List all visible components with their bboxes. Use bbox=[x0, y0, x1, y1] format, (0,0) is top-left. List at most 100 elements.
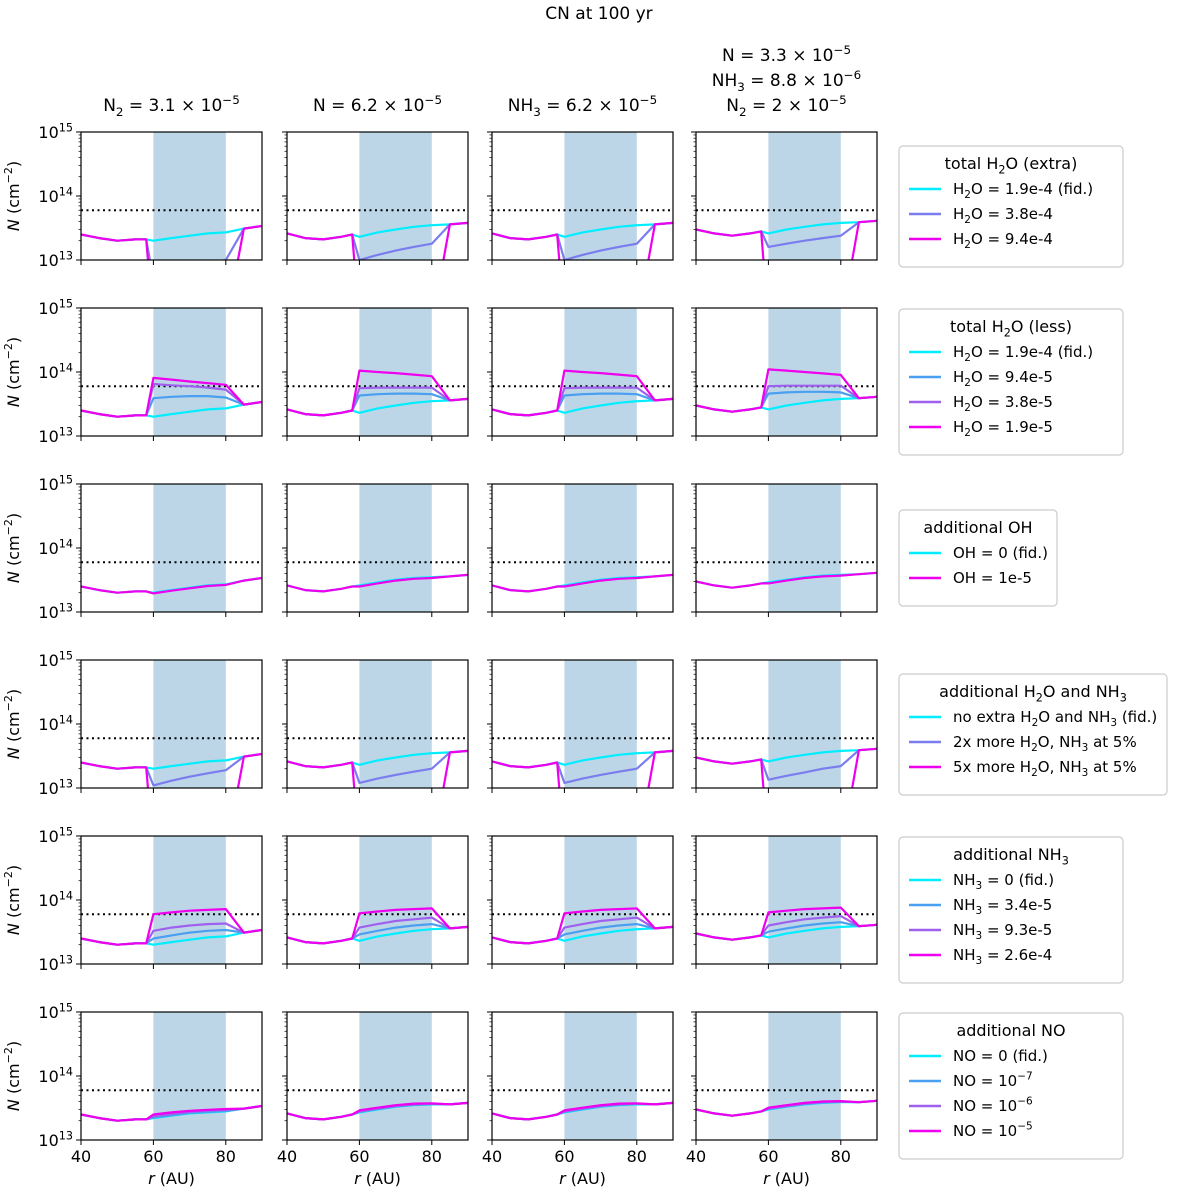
series-group bbox=[287, 369, 468, 417]
legend-label: NH3 = 0 (fid.) bbox=[953, 871, 1054, 892]
panel-r4-c4 bbox=[691, 659, 878, 793]
series-group bbox=[492, 749, 673, 788]
series-line-3 bbox=[492, 221, 673, 260]
shaded-region bbox=[768, 1012, 841, 1140]
legend-label: NH3 = 2.6e-4 bbox=[953, 946, 1052, 967]
y-tick-label: 1014 bbox=[38, 1065, 73, 1086]
legend-box bbox=[898, 1012, 1124, 1160]
x-axis-label: r (AU) bbox=[763, 1169, 810, 1188]
shaded-region bbox=[564, 132, 637, 260]
y-tick-label: 1013 bbox=[38, 601, 73, 622]
legend-label: no extra H2O and NH3 (fid.) bbox=[953, 708, 1157, 729]
series-group bbox=[287, 749, 468, 788]
column-title-4: NH3 = 8.8 × 10−6 bbox=[712, 68, 861, 94]
y-axis-label: N (cm−2) bbox=[2, 865, 23, 935]
y-axis-label: N (cm−2) bbox=[2, 513, 23, 583]
y-axis-label: N (cm−2) bbox=[2, 161, 23, 231]
series-line-4 bbox=[81, 1104, 262, 1122]
panel-r5-c1: 1013 1014 1015 N (cm−2) bbox=[2, 825, 263, 974]
legend-title: total H2O (extra) bbox=[945, 154, 1078, 176]
legend-row-5: additional NH3 NH3 = 0 (fid.) NH3 = 3.4e-5… bbox=[898, 836, 1124, 984]
y-tick-label: 1013 bbox=[38, 249, 73, 270]
legend-label: H2O = 1.9e-4 (fid.) bbox=[953, 180, 1093, 201]
series-group bbox=[696, 571, 877, 589]
series-group bbox=[696, 219, 877, 260]
legend-label: NH3 = 3.4e-5 bbox=[953, 896, 1052, 917]
legend-label: NO = 10−6 bbox=[953, 1096, 1033, 1115]
series-line-2 bbox=[696, 571, 877, 589]
y-tick-label: 1015 bbox=[38, 825, 73, 846]
panel-r4-c3 bbox=[487, 659, 674, 793]
y-tick-label: 1014 bbox=[38, 537, 73, 558]
series-line-4 bbox=[287, 1101, 468, 1121]
shaded-region bbox=[359, 1012, 432, 1140]
panel-r6-c4: 40 60 80 r (AU) bbox=[686, 1011, 878, 1188]
shaded-region bbox=[768, 484, 841, 612]
legend-label: 2x more H2O, NH3 at 5% bbox=[953, 733, 1137, 754]
legend-label: NO = 10−7 bbox=[953, 1071, 1033, 1090]
series-line-4 bbox=[81, 376, 262, 418]
y-axis-label: N (cm−2) bbox=[2, 337, 23, 407]
series-group bbox=[492, 1101, 673, 1121]
panel-r4-c1: 1013 1014 1015 N (cm−2) bbox=[2, 649, 263, 798]
legend-title: additional OH bbox=[923, 518, 1032, 537]
legend-title: additional NO bbox=[956, 1021, 1065, 1040]
legend-label: H2O = 1.9e-5 bbox=[953, 418, 1053, 439]
series-line-2 bbox=[81, 576, 262, 595]
panel-r1-c3 bbox=[487, 131, 674, 265]
series-group bbox=[492, 369, 673, 417]
shaded-region bbox=[768, 660, 841, 788]
y-tick-label: 1013 bbox=[38, 425, 73, 446]
panel-r2-c2 bbox=[282, 307, 469, 441]
shaded-region bbox=[153, 1012, 226, 1140]
series-line-4 bbox=[696, 1099, 877, 1117]
panel-r2-c3 bbox=[487, 307, 674, 441]
x-axis-label: r (AU) bbox=[148, 1169, 195, 1188]
series-line-4 bbox=[492, 907, 673, 945]
series-group bbox=[287, 907, 468, 945]
series-group bbox=[287, 221, 468, 260]
shaded-region bbox=[359, 660, 432, 788]
legend-row-3: additional OH OH = 0 (fid.) OH = 1e-5 bbox=[898, 509, 1058, 607]
legend-label: 5x more H2O, NH3 at 5% bbox=[953, 758, 1137, 779]
series-line-4 bbox=[287, 369, 468, 417]
y-axis-label: N (cm−2) bbox=[2, 1041, 23, 1111]
panel-r3-c3 bbox=[487, 483, 674, 617]
series-group bbox=[81, 1104, 262, 1122]
series-line-2 bbox=[287, 573, 468, 593]
x-tick-label: 40 bbox=[277, 1147, 297, 1166]
series-line-3 bbox=[287, 749, 468, 788]
x-tick-label: 40 bbox=[482, 1147, 502, 1166]
column-title-3: NH3 = 6.2 × 10−5 bbox=[508, 93, 657, 119]
series-group bbox=[81, 376, 262, 418]
panel-r6-c3: 40 60 80 r (AU) bbox=[482, 1011, 674, 1188]
legend-title: additional H2O and NH3 bbox=[939, 682, 1127, 704]
y-tick-label: 1013 bbox=[38, 1129, 73, 1150]
series-line-4 bbox=[287, 907, 468, 945]
y-tick-label: 1015 bbox=[38, 121, 73, 142]
panel-r1-c1: 1013 1014 1015 N (cm−2) bbox=[2, 121, 263, 270]
y-tick-label: 1015 bbox=[38, 1001, 73, 1022]
shaded-region bbox=[768, 836, 841, 964]
legend-label: NO = 10−5 bbox=[953, 1121, 1033, 1140]
panel-r5-c2 bbox=[282, 835, 469, 969]
legend-label: H2O = 3.8e-4 bbox=[953, 205, 1053, 226]
shaded-region bbox=[359, 132, 432, 260]
x-tick-label: 80 bbox=[831, 1147, 851, 1166]
series-line-4 bbox=[492, 1101, 673, 1121]
x-tick-label: 80 bbox=[627, 1147, 647, 1166]
legend-box bbox=[898, 673, 1168, 796]
y-tick-label: 1013 bbox=[38, 953, 73, 974]
legend-row-2: total H2O (less) H2O = 1.9e-4 (fid.) H2O =… bbox=[898, 308, 1124, 456]
y-tick-label: 1014 bbox=[38, 361, 73, 382]
legend-label: OH = 0 (fid.) bbox=[953, 544, 1048, 562]
legend-label: H2O = 9.4e-5 bbox=[953, 368, 1053, 389]
column-title-4: N2 = 2 × 10−5 bbox=[726, 93, 846, 119]
panel-r1-c2 bbox=[282, 131, 469, 265]
panel-r5-c3 bbox=[487, 835, 674, 969]
series-group bbox=[492, 221, 673, 260]
column-title-1: N2 = 3.1 × 10−5 bbox=[103, 93, 240, 119]
series-group bbox=[696, 368, 877, 413]
y-tick-label: 1014 bbox=[38, 713, 73, 734]
